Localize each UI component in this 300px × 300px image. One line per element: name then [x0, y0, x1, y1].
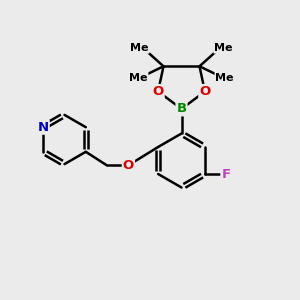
Text: O: O — [123, 159, 134, 172]
Text: N: N — [38, 121, 49, 134]
Text: F: F — [221, 167, 230, 181]
Text: Me: Me — [129, 73, 148, 83]
Text: B: B — [176, 102, 187, 116]
Text: Me: Me — [215, 73, 234, 83]
Text: Me: Me — [214, 43, 233, 53]
Text: Me: Me — [130, 43, 149, 53]
Text: O: O — [199, 85, 211, 98]
Text: O: O — [152, 85, 164, 98]
